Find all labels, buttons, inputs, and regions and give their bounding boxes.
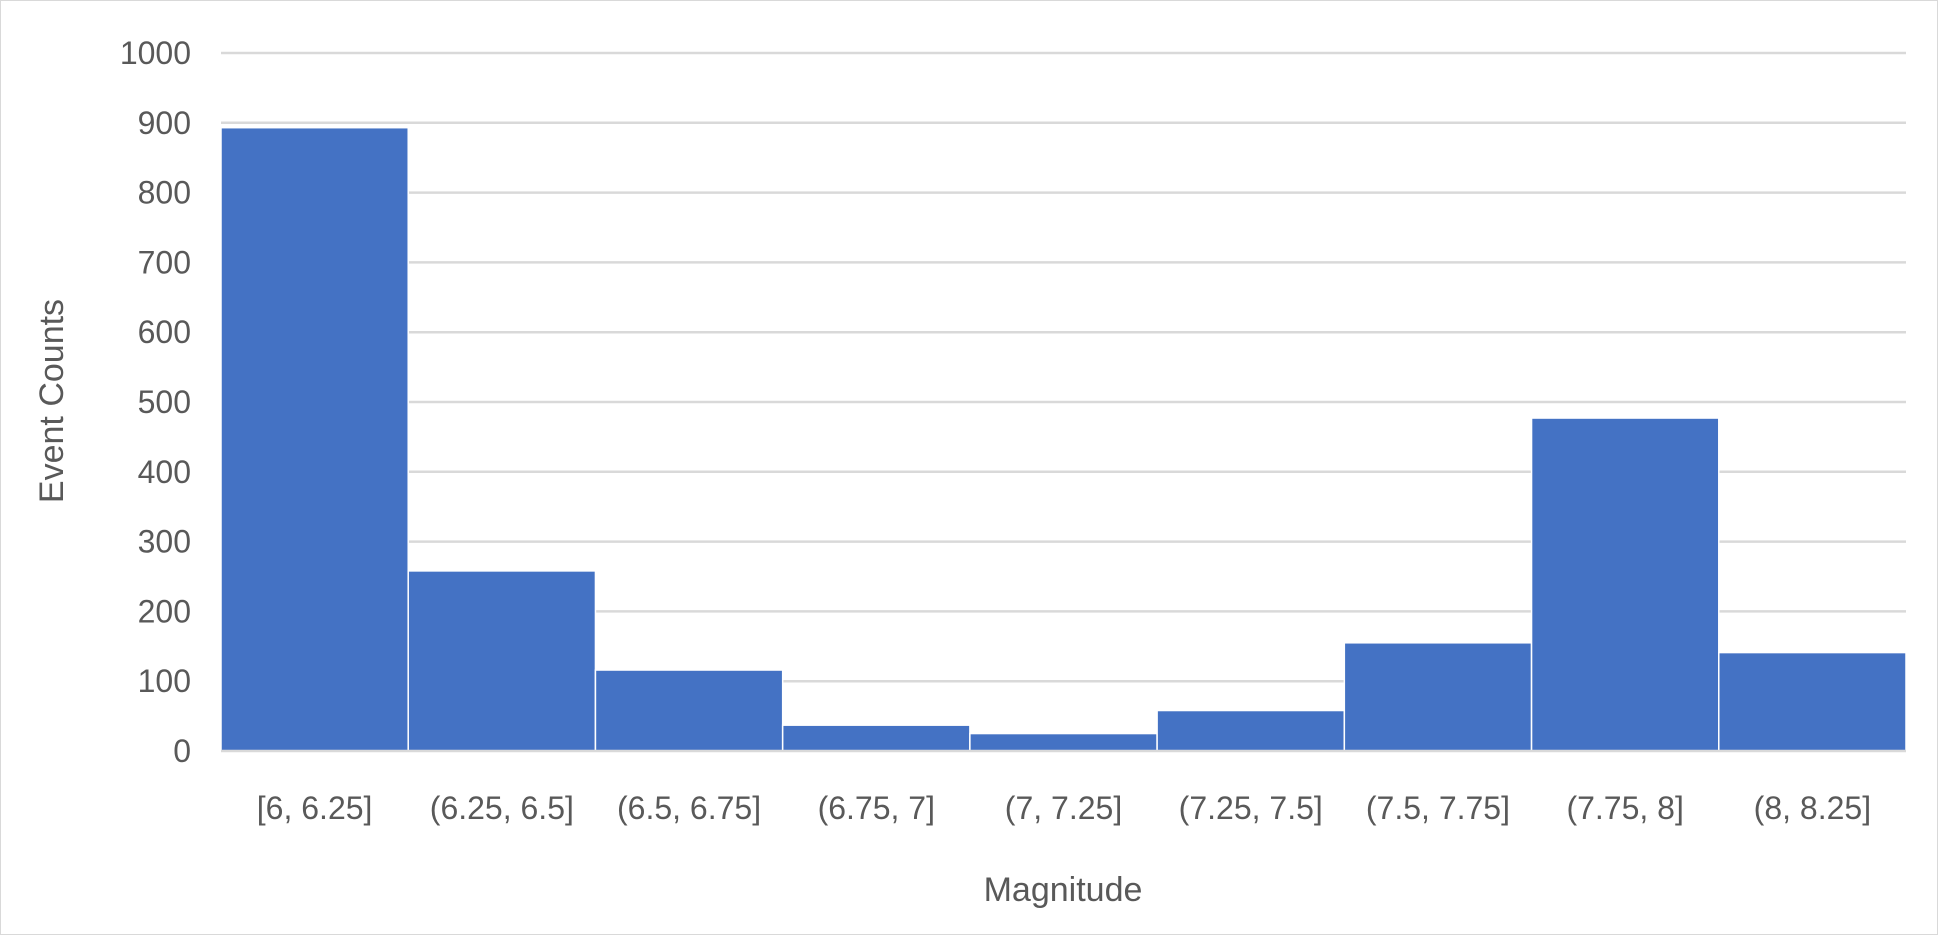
x-tick-label: [6, 6.25] [257,790,373,826]
y-tick-label: 1000 [120,35,191,71]
y-tick-label: 200 [138,593,191,629]
x-tick-label: (7.75, 8] [1566,790,1683,826]
histogram-bar [220,126,409,752]
x-axis-title: Magnitude [984,871,1143,909]
y-tick-label: 800 [138,175,191,211]
y-axis-title: Event Counts [33,299,71,503]
histogram-bar [1343,642,1533,752]
histogram-bar [1156,709,1346,752]
x-tick-label: (8, 8.25] [1754,790,1871,826]
y-tick-labels: 0 100 200 300 400 500 600 700 800 900 1000 [120,35,191,769]
histogram-bar [1530,417,1720,752]
x-tick-label: (7, 7.25] [1005,790,1122,826]
y-tick-label: 300 [138,524,191,560]
x-tick-label: (6.5, 6.75] [617,790,761,826]
histogram-bar [1718,651,1907,752]
x-tick-label: (6.25, 6.5] [430,790,574,826]
y-tick-label: 700 [138,244,191,280]
y-tick-label: 0 [173,733,191,769]
histogram-bar [407,570,597,752]
histogram-bar [781,724,971,752]
y-tick-label: 500 [138,384,191,420]
histogram-bar [594,669,784,752]
x-tick-label: (7.5, 7.75] [1366,790,1510,826]
y-tick-label: 900 [138,105,191,141]
y-tick-label: 600 [138,314,191,350]
x-tick-label: (6.75, 7] [818,790,935,826]
y-tick-label: 100 [138,663,191,699]
x-tick-label: (7.25, 7.5] [1179,790,1323,826]
x-tick-labels: [6, 6.25] (6.25, 6.5] (6.5, 6.75] (6.75, 7]… [257,790,1871,826]
histogram-bar [969,732,1158,752]
y-tick-label: 400 [138,454,191,490]
bars [220,126,1907,752]
